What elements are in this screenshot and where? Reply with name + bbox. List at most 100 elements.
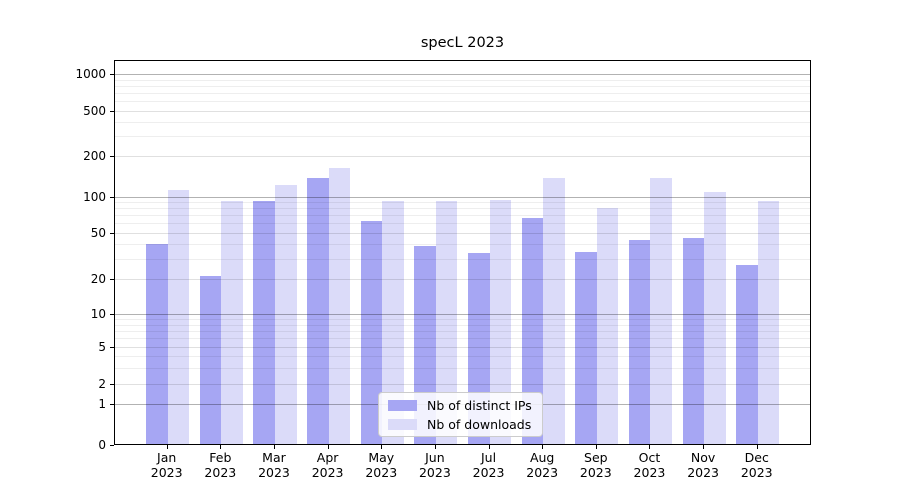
x-tick-label-apr: Apr 2023 — [311, 450, 344, 480]
gridline-8 — [115, 324, 810, 326]
downloads-bar-jul — [489, 200, 512, 444]
x-tick-jul — [488, 445, 490, 449]
legend-item-distinct-ips: Nb of distinct IPs — [388, 398, 533, 413]
y-tick-1000 — [110, 74, 114, 75]
legend: Nb of distinct IPs Nb of downloads — [378, 392, 543, 437]
y-tick-200 — [110, 155, 114, 157]
legend-swatch-downloads — [388, 418, 417, 430]
x-tick-label-jul: Jul 2023 — [472, 450, 505, 480]
distinct-ips-bar-feb — [199, 275, 222, 444]
gridline-100 — [115, 196, 810, 198]
y-tick-100 — [110, 196, 114, 198]
gridline-60 — [115, 223, 810, 225]
gridline-3 — [115, 367, 810, 369]
x-tick-label-jan: Jan 2023 — [150, 450, 183, 480]
y-tick-label-5: 5 — [98, 340, 106, 354]
plot-area — [114, 60, 811, 445]
downloads-bar-dec — [757, 201, 780, 444]
x-tick-may — [381, 445, 383, 449]
gridline-800 — [115, 85, 810, 87]
legend-label-distinct-ips: Nb of distinct IPs — [427, 397, 532, 413]
x-tick-label-mar: Mar 2023 — [258, 450, 290, 480]
gridline-300 — [115, 135, 810, 137]
gridline-70 — [115, 215, 810, 217]
x-tick-apr — [327, 445, 329, 449]
distinct-ips-bar-apr — [307, 178, 329, 444]
x-tick-label-aug: Aug 2023 — [526, 450, 559, 480]
x-tick-mar — [273, 445, 275, 449]
gridline-20 — [115, 279, 810, 280]
y-tick-label-0: 0 — [98, 437, 106, 452]
y-tick-label-100: 100 — [83, 189, 106, 204]
gridline-7 — [115, 330, 810, 332]
x-tick-label-sep: Sep 2023 — [579, 450, 612, 480]
gridline-50 — [115, 233, 810, 234]
gridline-200 — [115, 155, 810, 157]
gridline-4 — [115, 356, 810, 357]
y-tick-1 — [110, 404, 114, 405]
y-tick-50 — [110, 233, 114, 234]
y-tick-label-50: 50 — [90, 226, 106, 240]
downloads-bar-apr — [328, 168, 351, 444]
gridline-700 — [115, 93, 810, 95]
y-tick-label-20: 20 — [90, 272, 106, 286]
downloads-bar-jun — [435, 201, 458, 444]
downloads-bar-nov — [704, 191, 726, 444]
downloads-bar-aug — [543, 178, 565, 444]
y-tick-20 — [110, 279, 114, 280]
y-tick-label-1000: 1000 — [75, 67, 106, 81]
x-tick-jan — [166, 445, 168, 449]
x-tick-dec — [756, 445, 758, 449]
downloads-bar-may — [382, 201, 404, 444]
x-tick-label-jun: Jun 2023 — [418, 450, 451, 480]
gridline-40 — [115, 244, 810, 246]
gridline-90 — [115, 202, 810, 204]
downloads-bar-feb — [221, 201, 243, 444]
y-tick-10 — [110, 314, 114, 315]
distinct-ips-bar-dec — [736, 265, 758, 444]
gridline-6 — [115, 338, 810, 340]
distinct-ips-bar-mar — [253, 201, 275, 444]
downloads-bar-oct — [650, 178, 673, 444]
chart-title: specL 2023 — [420, 35, 505, 51]
gridline-5 — [115, 347, 810, 348]
y-tick-2 — [110, 384, 114, 385]
y-tick-label-10: 10 — [90, 307, 106, 321]
y-tick-label-500: 500 — [83, 104, 106, 118]
x-tick-nov — [703, 445, 705, 449]
legend-swatch-distinct-ips — [388, 399, 417, 411]
y-tick-label-2: 2 — [98, 377, 106, 391]
downloads-bar-mar — [274, 185, 297, 444]
distinct-ips-bar-nov — [682, 237, 705, 444]
x-tick-aug — [542, 445, 544, 449]
x-tick-jun — [434, 445, 436, 449]
legend-label-downloads: Nb of downloads — [427, 416, 532, 432]
x-tick-oct — [649, 445, 651, 449]
x-tick-label-oct: Oct 2023 — [633, 450, 666, 480]
gridline-2 — [115, 384, 810, 385]
x-tick-label-may: May 2023 — [365, 450, 398, 480]
x-tick-sep — [595, 445, 597, 449]
gridline-1000 — [115, 74, 810, 75]
y-tick-label-1: 1 — [98, 397, 106, 411]
gridline-500 — [115, 111, 810, 112]
y-tick-5 — [110, 347, 114, 348]
distinct-ips-bar-jan — [146, 243, 168, 444]
distinct-ips-bar-oct — [628, 239, 651, 444]
distinct-ips-bar-sep — [575, 251, 597, 444]
gridline-80 — [115, 208, 810, 210]
y-tick-label-200: 200 — [83, 148, 106, 163]
gridline-9 — [115, 319, 810, 321]
y-tick-500 — [110, 111, 114, 112]
x-tick-label-nov: Nov 2023 — [687, 450, 719, 480]
legend-item-downloads: Nb of downloads — [388, 417, 533, 432]
gridline-600 — [115, 101, 810, 103]
distinct-ips-bar-may — [360, 220, 383, 444]
downloads-bar-sep — [596, 207, 619, 444]
x-tick-feb — [220, 445, 222, 449]
y-tick-0 — [110, 444, 114, 446]
x-tick-label-dec: Dec 2023 — [740, 450, 773, 480]
gridline-30 — [115, 258, 810, 260]
downloads-bar-jan — [167, 190, 190, 444]
